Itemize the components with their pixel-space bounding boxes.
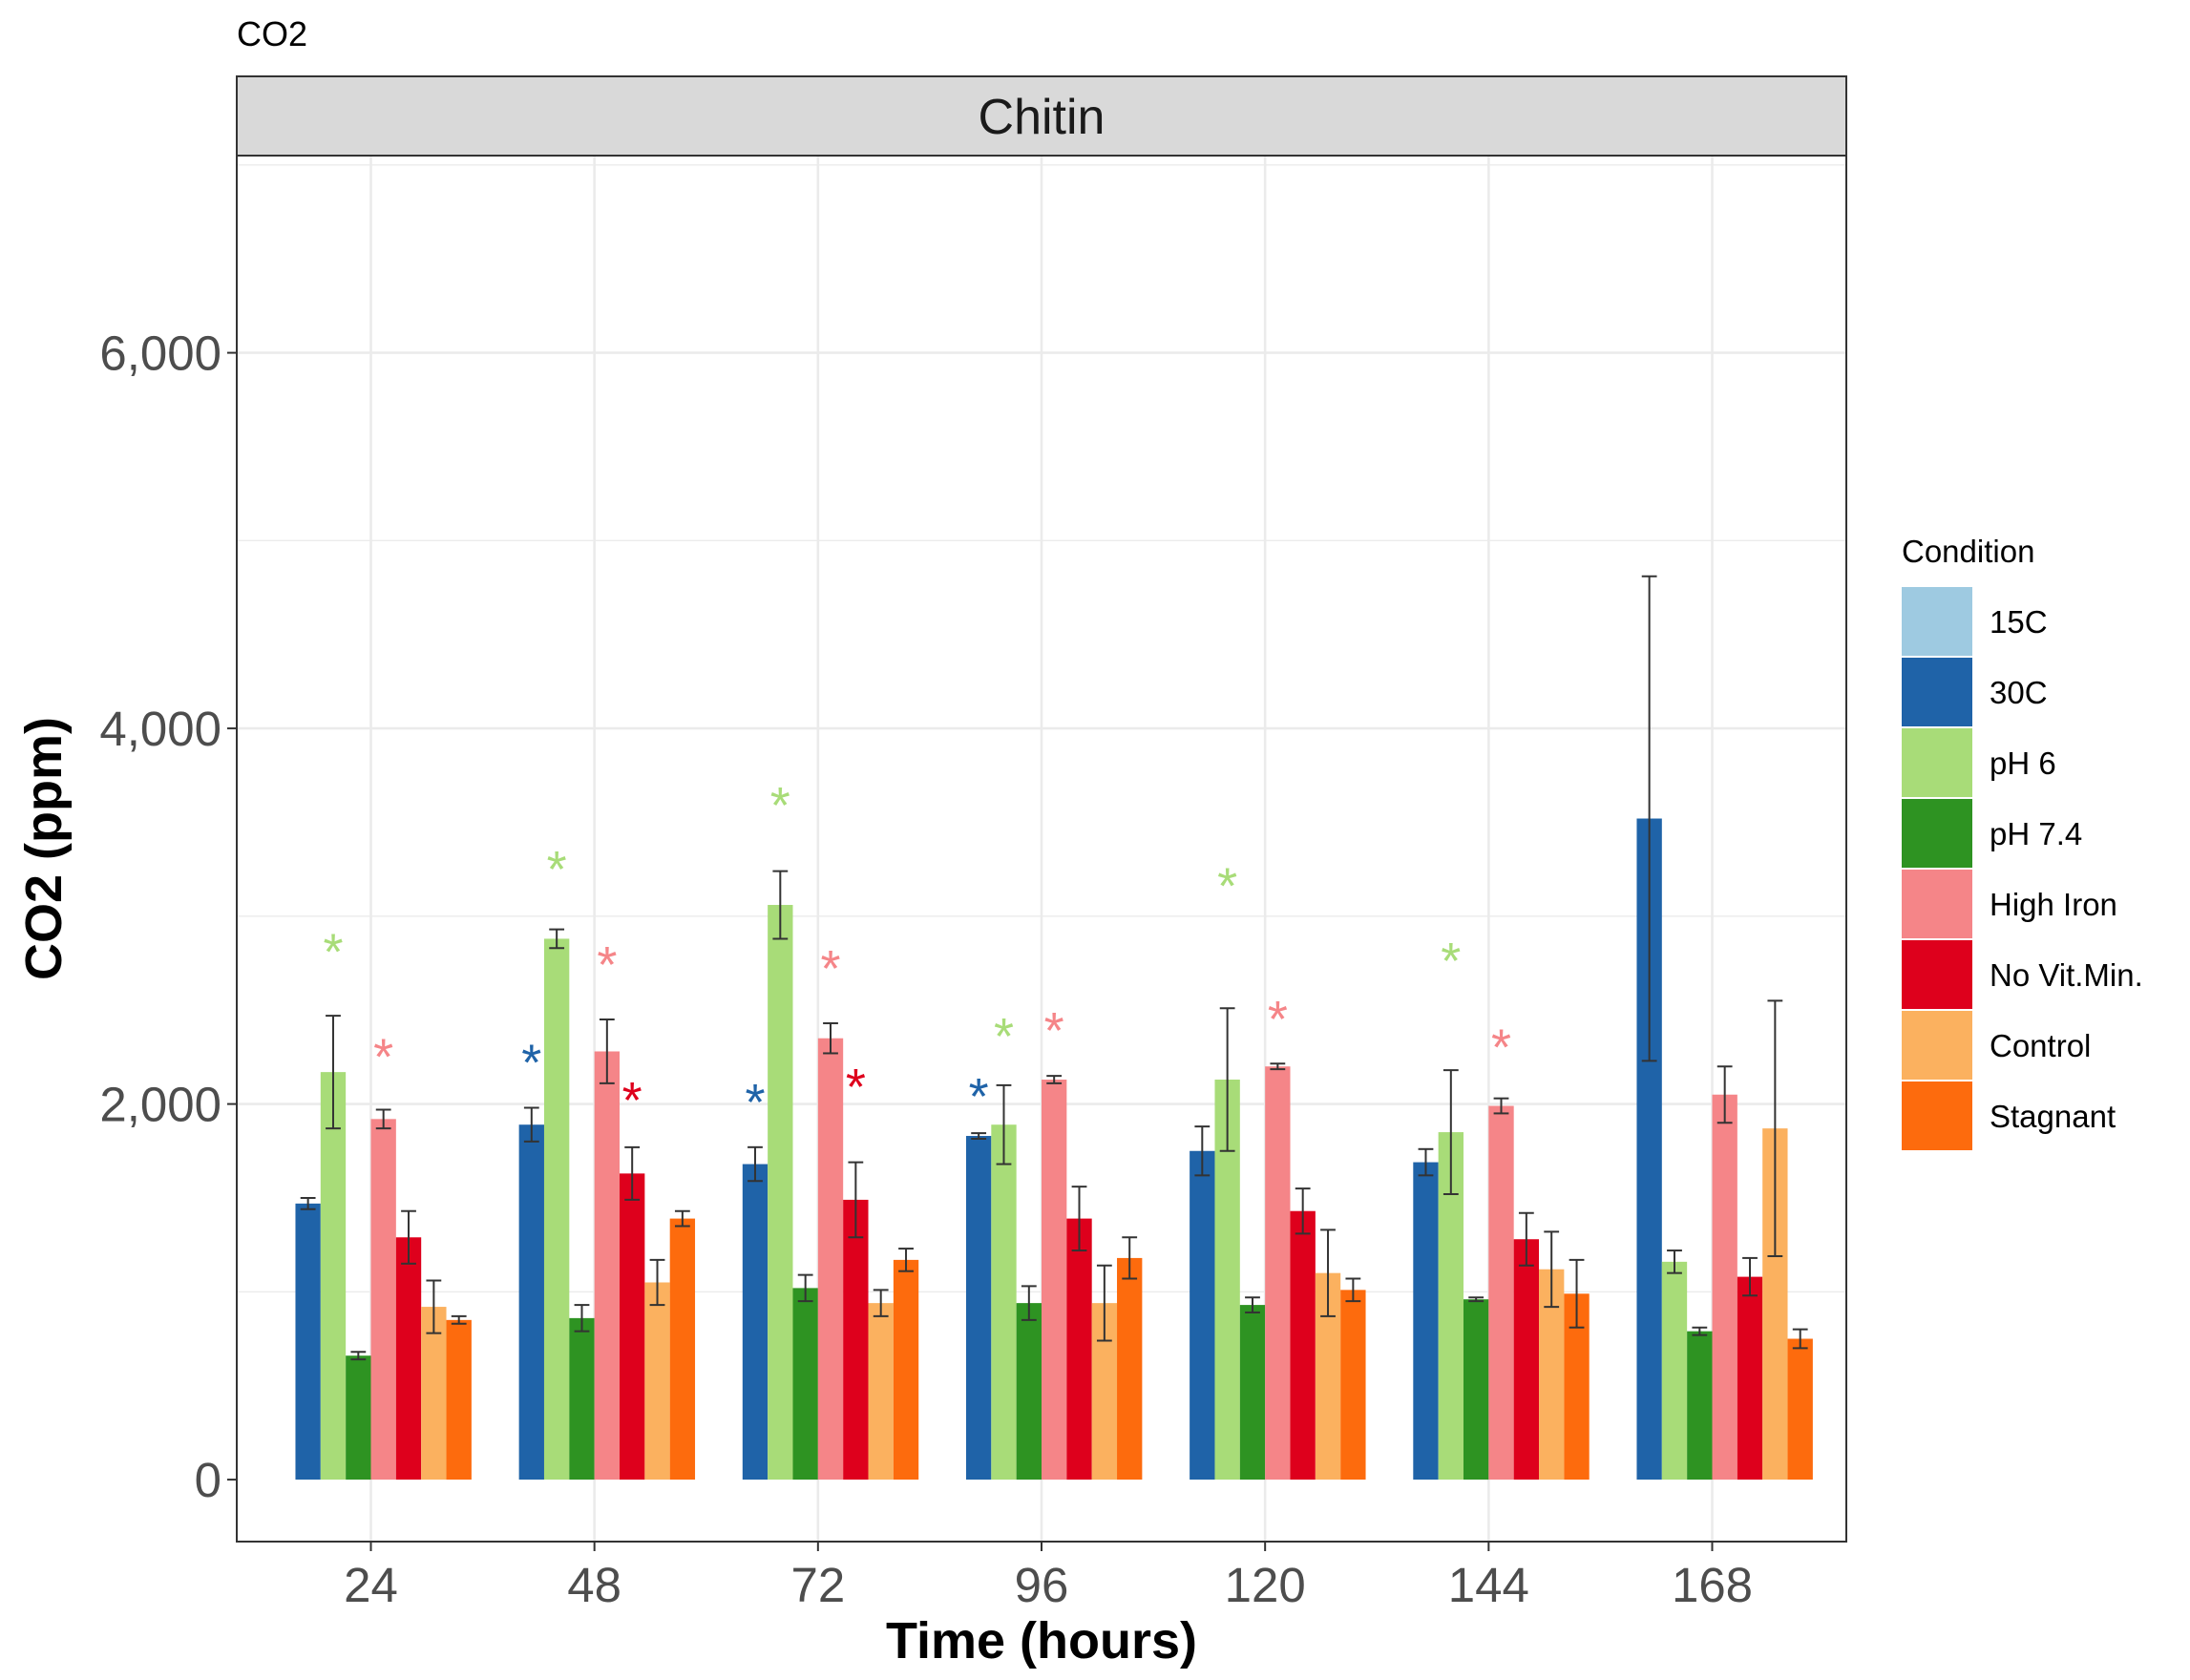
legend-key-label: pH 6 — [1990, 746, 2056, 781]
legend-title: Condition — [1902, 534, 2034, 569]
significance-marker: * — [969, 1068, 989, 1125]
bar — [346, 1355, 371, 1480]
significance-marker: * — [1268, 991, 1288, 1048]
bar — [1413, 1162, 1439, 1480]
x-tick-label: 72 — [790, 1558, 845, 1612]
bar — [893, 1259, 919, 1480]
significance-marker: * — [323, 923, 343, 980]
bar — [320, 1072, 347, 1480]
bar — [792, 1288, 818, 1480]
y-tick-label: 2,000 — [99, 1078, 221, 1132]
bar — [1117, 1257, 1143, 1480]
significance-marker: * — [373, 1029, 393, 1086]
legend-key-label: pH 7.4 — [1990, 816, 2082, 851]
bar — [1016, 1303, 1042, 1480]
y-axis: 0 2,000 4,000 6,000 — [99, 326, 237, 1507]
bar — [1042, 1080, 1067, 1480]
legend-key-label: High Iron — [1990, 887, 2117, 922]
significance-marker: * — [820, 940, 840, 998]
legend-key-swatch — [1902, 940, 1972, 1009]
bar — [518, 1124, 544, 1480]
significance-marker: * — [547, 841, 567, 898]
significance-marker: * — [1044, 1002, 1064, 1060]
bar — [843, 1199, 869, 1480]
bar — [594, 1051, 621, 1480]
bar — [1661, 1261, 1688, 1480]
significance-marker: * — [994, 1008, 1014, 1065]
significance-marker: * — [521, 1034, 541, 1091]
bar — [620, 1173, 645, 1480]
bar — [1737, 1276, 1763, 1480]
significance-marker: * — [770, 777, 790, 834]
significance-marker: * — [846, 1059, 866, 1116]
bar — [1787, 1338, 1813, 1480]
x-tick-label: 168 — [1672, 1558, 1753, 1612]
x-tick-label: 48 — [567, 1558, 621, 1612]
y-tick-label: 4,000 — [99, 702, 221, 756]
bar — [1712, 1094, 1737, 1480]
bar — [1066, 1218, 1092, 1480]
x-tick-label: 24 — [344, 1558, 398, 1612]
legend-key-label: Control — [1990, 1028, 2091, 1063]
bar — [569, 1317, 595, 1480]
x-axis: 24 48 72 96 120 144 168 — [344, 1542, 1753, 1612]
bar — [421, 1307, 447, 1480]
y-axis-title: CO2 (ppm) — [15, 717, 73, 980]
bar — [1513, 1239, 1540, 1480]
bar — [1239, 1305, 1266, 1480]
bar — [1488, 1105, 1514, 1480]
bar — [817, 1038, 844, 1480]
y-tick-label: 6,000 — [99, 326, 221, 381]
bar — [1265, 1066, 1291, 1480]
legend-key-label: 30C — [1990, 675, 2048, 710]
bar — [991, 1124, 1017, 1480]
bar — [1340, 1290, 1366, 1480]
significance-marker: * — [1441, 933, 1461, 990]
legend-key-swatch — [1902, 728, 1972, 797]
legend: Condition 15C 30C pH 6 pH 7.4 High Iron No Vi… — [1902, 534, 2143, 1150]
facet-label: Chitin — [979, 90, 1106, 145]
legend-key-swatch — [1902, 1082, 1972, 1150]
chart-title: CO2 — [237, 14, 307, 53]
bars — [295, 818, 1813, 1480]
significance-marker: * — [1491, 1019, 1511, 1077]
significance-marker: * — [597, 936, 617, 994]
bar — [868, 1303, 894, 1480]
y-tick-label: 0 — [195, 1453, 221, 1507]
bar — [543, 938, 570, 1480]
x-tick-label: 144 — [1448, 1558, 1529, 1612]
x-tick-label: 120 — [1225, 1558, 1306, 1612]
legend-key-swatch — [1902, 587, 1972, 656]
bar — [1463, 1299, 1489, 1480]
legend-key-swatch — [1902, 799, 1972, 868]
legend-key-swatch — [1902, 870, 1972, 938]
x-axis-title: Time (hours) — [886, 1612, 1197, 1670]
legend-key-label: 15C — [1990, 604, 2048, 640]
bar — [742, 1164, 769, 1480]
bar — [768, 905, 793, 1480]
bar — [370, 1119, 396, 1480]
facet-strip: Chitin — [236, 75, 1847, 157]
bar — [395, 1237, 422, 1480]
legend-key-label: No Vit.Min. — [1990, 957, 2143, 993]
significance-marker: * — [1217, 858, 1237, 915]
x-tick-label: 96 — [1015, 1558, 1069, 1612]
legend-key-label: Stagnant — [1990, 1099, 2116, 1134]
bar — [295, 1203, 321, 1480]
significance-markers: ** **** **** ** ***** — [323, 777, 1511, 1131]
bar — [1290, 1210, 1316, 1480]
bar — [965, 1136, 992, 1480]
bar — [1687, 1331, 1713, 1480]
bar — [1190, 1150, 1215, 1480]
error-bars — [300, 575, 1808, 1361]
legend-key-swatch — [1902, 658, 1972, 726]
bar — [644, 1282, 670, 1480]
facet-strip-background — [236, 75, 1847, 157]
bar — [446, 1319, 472, 1480]
significance-marker: * — [622, 1072, 642, 1129]
bar — [669, 1218, 696, 1480]
significance-marker: * — [745, 1074, 765, 1131]
legend-key-swatch — [1902, 1011, 1972, 1080]
